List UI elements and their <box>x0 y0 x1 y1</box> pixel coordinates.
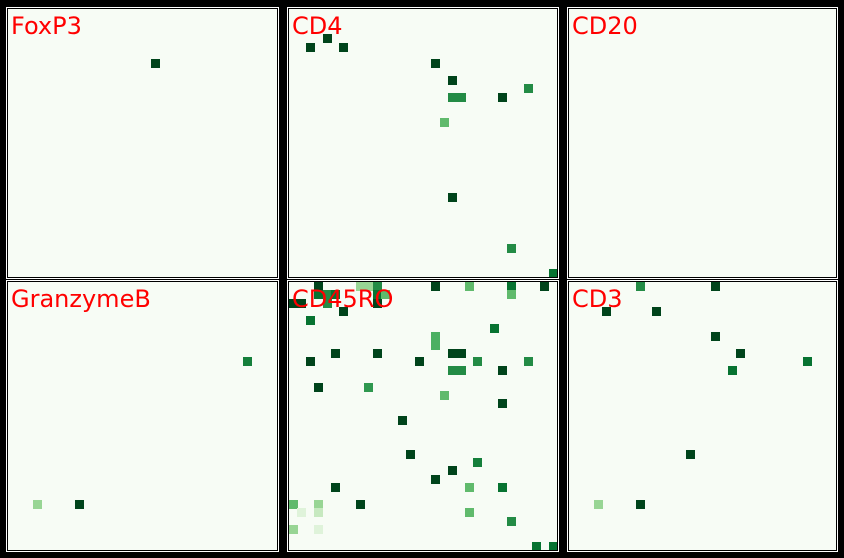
marker-pixel <box>243 357 253 367</box>
panel-title: CD20 <box>572 12 638 40</box>
marker-pixel <box>498 92 508 102</box>
marker-pixel <box>372 298 382 308</box>
marker-pixel <box>439 390 449 400</box>
marker-pixel <box>305 357 315 367</box>
marker-pixel <box>314 524 324 534</box>
marker-pixel <box>439 117 449 127</box>
marker-pixel <box>297 298 307 308</box>
marker-pixel <box>289 298 298 308</box>
marker-pixel <box>305 42 315 52</box>
marker-pixel <box>456 365 466 375</box>
marker-pixel <box>322 298 332 308</box>
marker-pixel <box>448 193 458 203</box>
marker-pixel <box>322 34 332 44</box>
marker-pixel <box>431 340 441 350</box>
marker-pixel <box>540 282 550 291</box>
marker-pixel <box>364 382 374 392</box>
marker-pixel <box>314 290 324 300</box>
marker-pixel <box>710 282 720 291</box>
marker-pixel <box>330 290 340 300</box>
marker-pixel <box>652 307 662 317</box>
panel-cd45ro: CD45RO <box>287 280 559 552</box>
marker-pixel <box>594 499 604 509</box>
marker-pixel <box>635 282 645 291</box>
marker-pixel <box>414 357 424 367</box>
marker-pixel <box>431 59 441 69</box>
marker-pixel <box>339 307 349 317</box>
panel-granzymeb: GranzymeB <box>6 280 279 552</box>
marker-pixel <box>602 307 612 317</box>
marker-pixel <box>727 365 737 375</box>
panel-title: GranzymeB <box>11 285 151 313</box>
marker-pixel <box>397 416 407 425</box>
marker-pixel <box>381 290 391 300</box>
marker-pixel <box>339 42 349 52</box>
marker-pixel <box>305 315 315 325</box>
panel-foxp3: FoxP3 <box>6 7 279 279</box>
marker-pixel <box>735 349 745 358</box>
marker-pixel <box>314 282 324 291</box>
marker-pixel <box>498 399 508 409</box>
marker-pixel <box>314 499 324 509</box>
marker-pixel <box>289 524 298 534</box>
marker-pixel <box>506 516 516 526</box>
marker-pixel <box>473 457 483 467</box>
marker-pixel <box>456 92 466 102</box>
marker-pixel <box>498 483 508 492</box>
marker-pixel <box>372 290 382 300</box>
marker-pixel <box>506 282 516 291</box>
marker-pixel <box>448 466 458 476</box>
marker-pixel <box>506 243 516 253</box>
marker-pixel <box>635 499 645 509</box>
panel-title: FoxP3 <box>11 12 82 40</box>
marker-pixel <box>372 349 382 358</box>
marker-pixel <box>464 282 474 291</box>
marker-pixel <box>150 59 160 69</box>
marker-pixel <box>523 84 533 94</box>
panel-cd4: CD4 <box>287 7 559 279</box>
marker-pixel <box>548 268 557 277</box>
marker-pixel <box>372 282 382 291</box>
marker-pixel <box>431 474 441 484</box>
marker-pixel <box>431 282 441 291</box>
marker-pixel <box>330 483 340 492</box>
marker-pixel <box>289 499 298 509</box>
marker-pixel <box>314 508 324 518</box>
marker-pixel <box>448 92 458 102</box>
marker-pixel <box>448 349 458 358</box>
marker-pixel <box>406 449 416 459</box>
marker-pixel <box>456 349 466 358</box>
marker-pixel <box>473 357 483 367</box>
marker-pixel <box>314 382 324 392</box>
marker-pixel <box>431 332 441 342</box>
marker-pixel <box>523 357 533 367</box>
panel-title: CD3 <box>572 285 623 313</box>
marker-pixel <box>364 282 374 291</box>
marker-pixel <box>356 499 365 509</box>
marker-pixel <box>710 332 720 342</box>
marker-pixel <box>506 290 516 300</box>
marker-pixel <box>464 483 474 492</box>
marker-pixel <box>322 290 332 300</box>
marker-pixel <box>531 541 541 550</box>
panel-cd20: CD20 <box>567 7 838 279</box>
marker-pixel <box>297 508 307 518</box>
marker-pixel <box>330 349 340 358</box>
panel-cd3: CD3 <box>567 280 838 552</box>
marker-pixel <box>685 449 695 459</box>
marker-pixel <box>448 365 458 375</box>
marker-pixel <box>33 499 43 509</box>
marker-pixel <box>356 282 365 291</box>
marker-pixel <box>490 323 499 333</box>
marker-pixel <box>75 499 85 509</box>
marker-pixel <box>498 365 508 375</box>
marker-pixel <box>448 76 458 85</box>
marker-pixel <box>802 357 812 367</box>
panel-title: CD4 <box>292 12 343 40</box>
marker-pixel <box>464 508 474 518</box>
marker-pixel <box>548 541 557 550</box>
